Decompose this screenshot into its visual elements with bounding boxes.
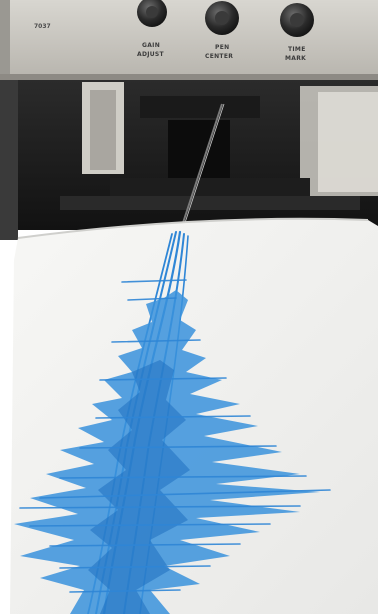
knob-label-time-line1: TIME bbox=[288, 46, 306, 53]
panel-id-label: 7037 bbox=[34, 23, 51, 30]
instrument-panel bbox=[0, 0, 378, 80]
knob-label-gain-line2: ADJUST bbox=[137, 51, 165, 58]
knob-label-time-line2: MARK bbox=[285, 55, 306, 62]
seismogram-trace bbox=[14, 230, 331, 614]
knob-label-gain-line1: GAIN bbox=[142, 42, 160, 49]
gain-adjust-knob bbox=[137, 0, 167, 27]
pen-center-knob bbox=[205, 1, 239, 35]
knob-label-pen-line2: CENTER bbox=[205, 53, 233, 60]
knob-label-pen-line1: PEN bbox=[215, 44, 229, 51]
pen-arm bbox=[179, 103, 223, 233]
time-mark-knob bbox=[280, 3, 314, 37]
